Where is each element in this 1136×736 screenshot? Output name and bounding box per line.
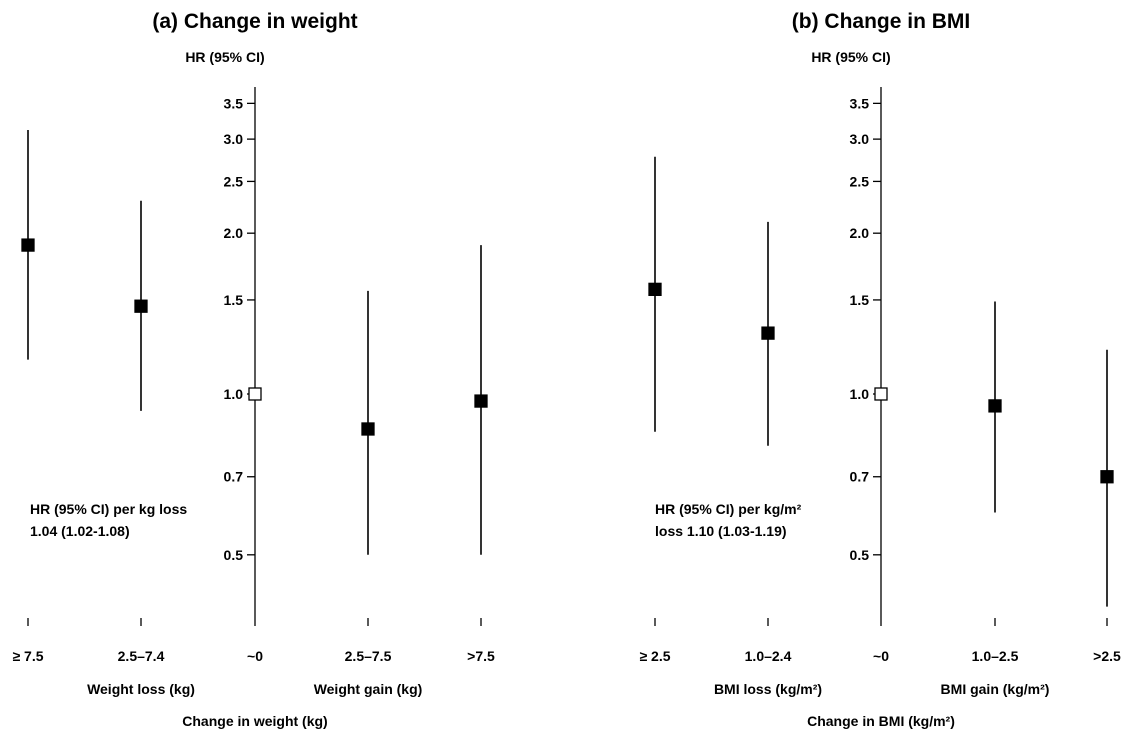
x-tick-label: ~0 bbox=[247, 648, 263, 664]
x-tick-label: 1.0–2.4 bbox=[745, 648, 792, 664]
hr-marker bbox=[21, 238, 35, 252]
y-tick-label: 0.5 bbox=[850, 547, 870, 563]
annotation-line-2: loss 1.10 (1.03-1.19) bbox=[655, 523, 787, 539]
annotation-line-2: 1.04 (1.02-1.08) bbox=[30, 523, 130, 539]
y-tick-label: 0.7 bbox=[224, 469, 244, 485]
y-tick-label: 3.0 bbox=[850, 131, 870, 147]
x-tick-label: >7.5 bbox=[467, 648, 495, 664]
hr-marker bbox=[134, 299, 148, 313]
y-tick-label: 1.0 bbox=[850, 386, 870, 402]
hr-marker bbox=[648, 282, 662, 297]
y-tick-label: 2.0 bbox=[850, 225, 870, 241]
x-tick-label: 2.5–7.4 bbox=[118, 648, 165, 664]
annotation-line-1: HR (95% CI) per kg/m² bbox=[655, 501, 802, 517]
hr-marker bbox=[988, 399, 1002, 413]
y-tick-label: 0.5 bbox=[224, 547, 244, 563]
y-tick-label: 3.0 bbox=[224, 131, 244, 147]
panel-title: (b) Change in BMI bbox=[792, 10, 970, 33]
reference-marker bbox=[874, 387, 888, 401]
x-tick-label: ≥ 2.5 bbox=[639, 648, 670, 664]
hr-marker bbox=[1100, 470, 1114, 484]
group-label-gain: Weight gain (kg) bbox=[314, 681, 423, 697]
group-label-loss: BMI loss (kg/m²) bbox=[714, 681, 822, 697]
x-axis-label: Change in BMI (kg/m²) bbox=[807, 713, 955, 729]
x-tick-label: ≥ 7.5 bbox=[12, 648, 43, 664]
y-tick-label: 1.0 bbox=[224, 386, 244, 402]
group-label-loss: Weight loss (kg) bbox=[87, 681, 195, 697]
x-tick-label: >2.5 bbox=[1093, 648, 1121, 664]
annotation-line-1: HR (95% CI) per kg loss bbox=[30, 501, 187, 517]
y-tick-label: 2.0 bbox=[224, 225, 244, 241]
y-tick-label: 2.5 bbox=[850, 173, 870, 189]
y-tick-label: 0.7 bbox=[850, 469, 870, 485]
x-axis-label: Change in weight (kg) bbox=[182, 713, 327, 729]
y-tick-label: 2.5 bbox=[224, 173, 244, 189]
y-axis-label: HR (95% CI) bbox=[185, 49, 264, 65]
y-axis-label: HR (95% CI) bbox=[811, 49, 890, 65]
panel-title: (a) Change in weight bbox=[152, 10, 357, 33]
hr-marker bbox=[761, 326, 775, 340]
hr-marker bbox=[474, 394, 488, 408]
x-tick-label: 1.0–2.5 bbox=[972, 648, 1019, 664]
y-tick-label: 3.5 bbox=[224, 95, 244, 111]
y-tick-label: 3.5 bbox=[850, 95, 870, 111]
x-tick-label: 2.5–7.5 bbox=[345, 648, 392, 664]
y-tick-label: 1.5 bbox=[850, 292, 870, 308]
reference-marker bbox=[248, 387, 262, 401]
x-tick-label: ~0 bbox=[873, 648, 889, 664]
hr-marker bbox=[361, 422, 375, 436]
y-tick-label: 1.5 bbox=[224, 292, 244, 308]
group-label-gain: BMI gain (kg/m²) bbox=[941, 681, 1050, 697]
